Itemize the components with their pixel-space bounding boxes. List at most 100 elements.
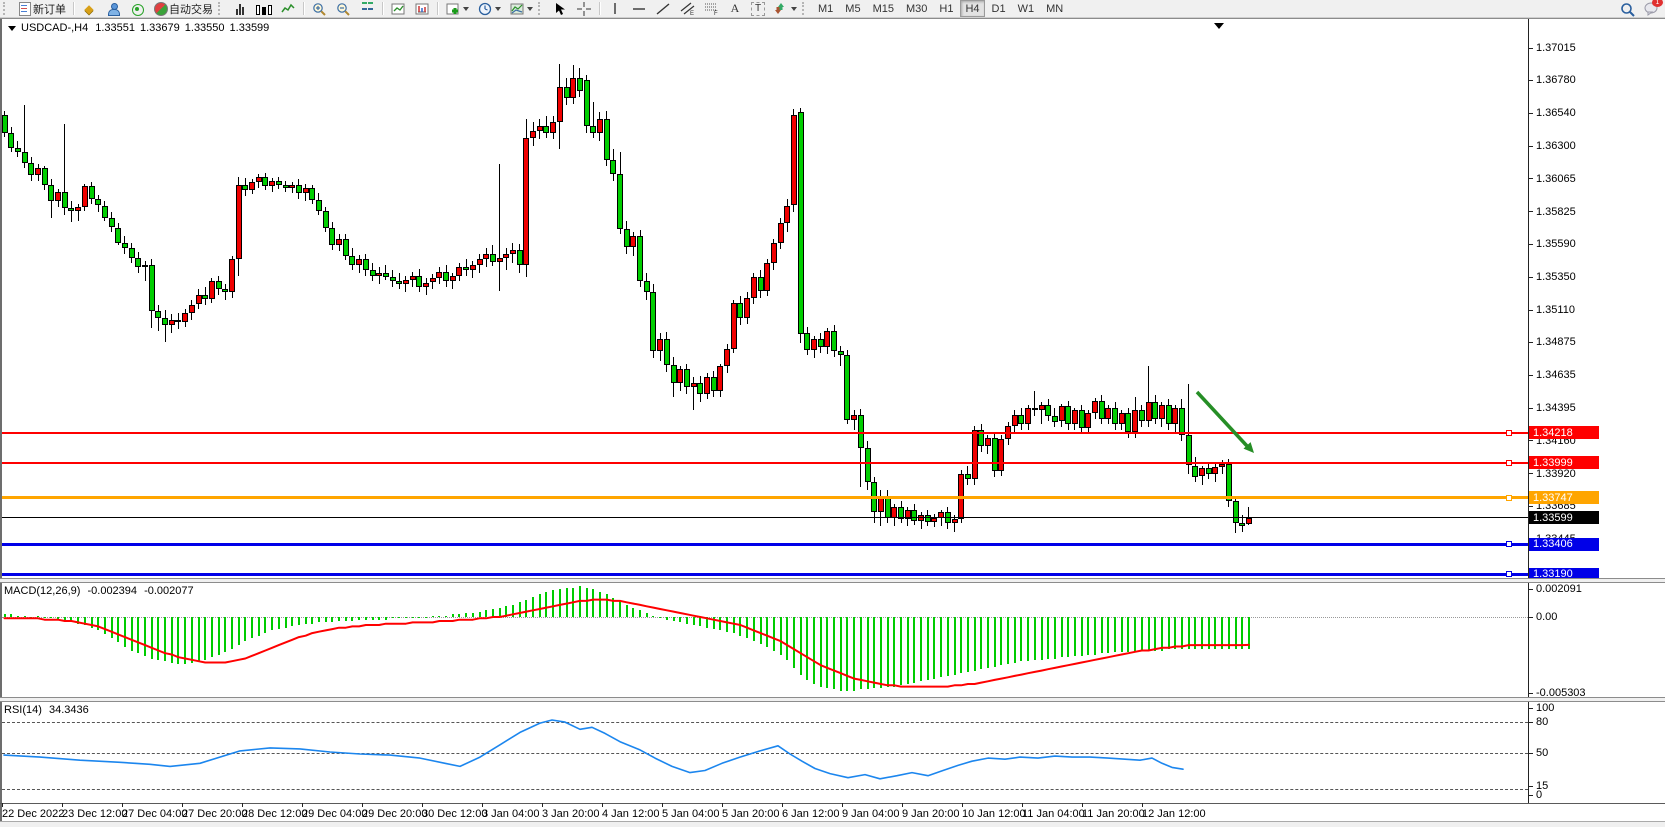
zoom-out-button[interactable] <box>331 0 355 18</box>
gold-button[interactable]: ◆ <box>77 0 101 18</box>
arrows-button[interactable] <box>769 0 801 18</box>
price-axis-tick <box>1528 145 1533 147</box>
candle-up <box>356 259 363 265</box>
cursor-button[interactable] <box>548 0 572 18</box>
timeframe-H4[interactable]: H4 <box>960 0 985 17</box>
vertical-line-button[interactable] <box>603 0 627 18</box>
horizontal-line-1.34218[interactable] <box>2 431 1528 434</box>
equidistant-channel-button[interactable]: E <box>675 0 699 18</box>
price-axis-label: 1.35350 <box>1536 271 1576 283</box>
toolbar-grip[interactable] <box>3 2 10 15</box>
candlestick-chart-icon <box>256 3 272 15</box>
timeframe-MN[interactable]: MN <box>1046 2 1064 15</box>
macd-histogram-bar <box>973 617 976 671</box>
line-handle[interactable] <box>1506 494 1512 501</box>
macd-histogram-bar <box>451 614 454 617</box>
symbol-info-line[interactable]: USDCAD-,H4 1.33551 1.33679 1.33550 1.335… <box>8 22 269 34</box>
chart-window[interactable] <box>0 18 1665 827</box>
candle-wick <box>1188 384 1190 474</box>
chart-profiles-button[interactable] <box>410 0 434 18</box>
timeframe-M15[interactable]: M15 <box>872 2 894 15</box>
horizontal-line-1.33747[interactable] <box>2 496 1528 499</box>
macd-histogram-bar <box>137 617 140 654</box>
arrows-icon <box>773 1 789 17</box>
tile-windows-button[interactable] <box>355 0 379 18</box>
horizontal-line-1.33190[interactable] <box>2 572 1528 576</box>
timeframe-H1[interactable]: H1 <box>939 2 954 15</box>
templates-button[interactable] <box>505 0 537 18</box>
macd-histogram-bar <box>1201 617 1203 650</box>
fibonacci-button[interactable]: F <box>699 0 723 18</box>
macd-histogram-bar <box>926 617 929 680</box>
line-chart-button[interactable] <box>276 0 300 18</box>
macd-histogram-bar <box>97 617 100 631</box>
toolbar-grip[interactable] <box>802 2 809 15</box>
price-axis-label: 1.37015 <box>1536 42 1576 54</box>
new-order-label: 新订单 <box>33 3 66 16</box>
auto-trading-button[interactable]: 自动交易 <box>149 0 217 18</box>
candle-wick <box>144 260 146 282</box>
indicators-button[interactable] <box>441 0 473 18</box>
toolbar-grip[interactable] <box>218 2 225 15</box>
candle-up <box>235 184 242 260</box>
templates-icon <box>509 1 525 17</box>
candle-up <box>1011 414 1018 426</box>
zoom-out-icon <box>335 1 351 17</box>
new-order-button[interactable]: 新订单 <box>13 0 70 18</box>
macd-histogram-bar <box>853 617 856 691</box>
rsi-panel-splitter[interactable] <box>0 697 1665 702</box>
toolbar-grip[interactable] <box>538 2 545 15</box>
ohlc-close: 1.33599 <box>229 22 270 34</box>
time-axis-label: 3 Jan 04:00 <box>482 808 540 820</box>
macd-histogram-bar <box>920 617 922 682</box>
horizontal-line-1.33406[interactable] <box>2 542 1528 546</box>
macd-histogram-bar <box>752 617 755 642</box>
macd-histogram-bar <box>271 617 274 631</box>
macd-histogram-bar <box>692 617 695 625</box>
line-handle[interactable] <box>1506 459 1512 466</box>
timeframe-D1[interactable]: D1 <box>991 2 1006 15</box>
macd-histogram-bar <box>1067 617 1070 658</box>
crosshair-button[interactable] <box>572 0 596 18</box>
profile-button[interactable] <box>101 0 125 18</box>
zoom-in-button[interactable] <box>307 0 331 18</box>
timeframe-M5[interactable]: M5 <box>845 2 861 15</box>
macd-histogram-bar <box>1160 617 1163 651</box>
candle-down <box>1192 465 1199 477</box>
chart-shift-marker[interactable] <box>1214 23 1224 29</box>
macd-histogram-bar <box>471 613 474 617</box>
signals-button[interactable] <box>125 0 149 18</box>
line-handle[interactable] <box>1506 541 1512 548</box>
macd-histogram-bar <box>1027 617 1030 662</box>
candle-wick <box>592 102 594 139</box>
macd-histogram-bar <box>331 617 334 623</box>
time-axis-tick <box>962 803 963 807</box>
timeframe-M1[interactable]: M1 <box>818 2 834 15</box>
timeframe-W1[interactable]: W1 <box>1017 2 1035 15</box>
search-icon[interactable] <box>1619 1 1635 17</box>
new-chart-button[interactable] <box>386 0 410 18</box>
horizontal-line-1.33999[interactable] <box>2 461 1528 464</box>
periods-button[interactable] <box>473 0 505 18</box>
time-axis-tick <box>902 803 903 807</box>
timeframe-M30[interactable]: M30 <box>905 2 928 15</box>
macd-histogram-bar <box>632 607 635 617</box>
candlestick-chart-button[interactable] <box>252 0 276 18</box>
horizontal-line-1.33599[interactable] <box>2 517 1528 519</box>
horizontal-line-button[interactable] <box>627 0 651 18</box>
text-button[interactable]: A <box>723 0 747 18</box>
text-label-button[interactable]: T <box>747 0 769 18</box>
line-handle[interactable] <box>1506 429 1512 436</box>
price-axis-tick <box>1528 341 1533 343</box>
dropdown-caret-icon <box>527 6 533 11</box>
symbol-collapse-icon[interactable] <box>8 25 16 31</box>
candle-up <box>182 312 189 323</box>
macd-panel-splitter[interactable] <box>0 578 1665 583</box>
macd-axis-tick <box>1528 693 1533 694</box>
bar-chart-button[interactable] <box>228 0 252 18</box>
trendline-button[interactable] <box>651 0 675 18</box>
line-handle[interactable] <box>1506 571 1512 578</box>
notifications-icon[interactable]: 1 <box>1643 0 1663 17</box>
time-axis-label: 11 Jan 20:00 <box>1082 808 1145 820</box>
time-axis-label: 27 Dec 04:00 <box>122 808 188 820</box>
